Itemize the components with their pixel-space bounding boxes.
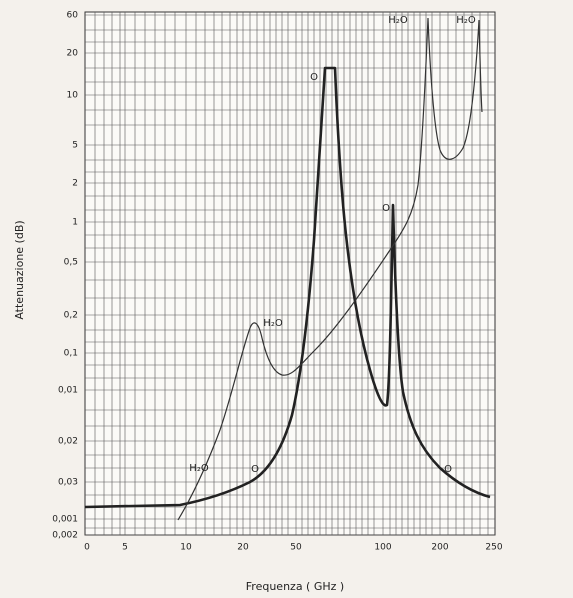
annotation: H₂O	[263, 318, 283, 329]
y-tick-label: 0,5	[64, 258, 78, 268]
y-tick-label: 0,02	[58, 437, 78, 447]
x-tick-label: 10	[180, 543, 192, 553]
x-tick-label: 0	[84, 543, 90, 553]
x-tick-label: 20	[237, 543, 249, 553]
y-tick-label: 1	[72, 218, 78, 228]
annotation: O	[382, 203, 390, 214]
x-tick-label: 200	[431, 543, 448, 553]
y-tick-label: 0,1	[64, 349, 78, 359]
y-axis-label: Attenuazione (dB)	[13, 220, 26, 319]
y-tick-label: 2	[72, 179, 78, 189]
y-tick-label: 0,03	[58, 478, 78, 488]
y-tick-label: 0,002	[52, 531, 78, 541]
annotation: H₂O	[388, 15, 408, 26]
y-tick-label: 0,001	[52, 515, 78, 525]
annotation: H₂O	[456, 15, 476, 26]
plot-area	[84, 11, 496, 536]
water-curve	[177, 17, 483, 521]
y-tick-label: 0,2	[64, 311, 78, 321]
y-tick-label: 5	[72, 141, 78, 151]
x-tick-label: 5	[122, 543, 128, 553]
y-tick-label: 0,01	[58, 386, 78, 396]
grid	[85, 12, 495, 536]
x-tick-label: 50	[290, 543, 302, 553]
x-axis-label: Frequenza ( GHz )	[246, 580, 344, 593]
y-tick-label: 60	[67, 11, 79, 21]
annotation: H₂O	[189, 463, 209, 474]
annotation: O	[444, 464, 452, 475]
y-tick-label: 10	[67, 91, 79, 101]
y-tick-label: 20	[67, 49, 79, 59]
x-tick-label: 250	[485, 543, 502, 553]
oxygen-curve	[84, 66, 491, 509]
annotation: O	[251, 464, 259, 475]
annotation: O	[310, 72, 318, 83]
x-tick-label: 100	[374, 543, 391, 553]
